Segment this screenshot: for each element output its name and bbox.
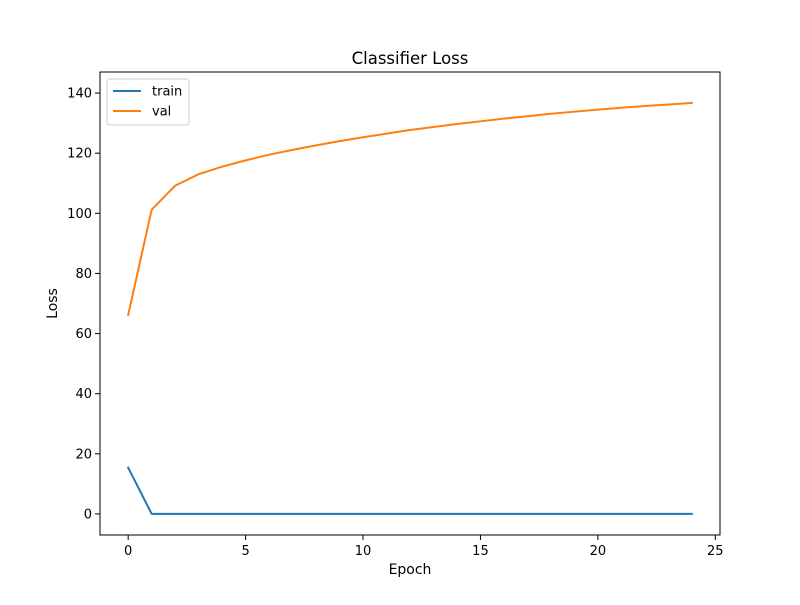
- series-line-val: [126, 101, 693, 317]
- y-tick-label: 120: [67, 147, 92, 162]
- x-tick-label: 25: [707, 544, 724, 559]
- y-tick-label: 100: [67, 207, 92, 222]
- series-line-train: [126, 466, 693, 515]
- y-tick-label: 60: [75, 327, 92, 342]
- y-tick-label: 40: [75, 387, 92, 402]
- legend-label-train: train: [152, 85, 182, 100]
- y-tick-label: 20: [75, 447, 92, 462]
- plot-frame: [99, 71, 721, 536]
- x-tick-label: 15: [472, 544, 489, 559]
- legend-label-val: val: [152, 105, 171, 120]
- y-axis-label: Loss: [45, 288, 61, 319]
- y-tick-label: 140: [67, 87, 92, 102]
- plot-lines: [126, 101, 693, 515]
- chart-title: Classifier Loss: [352, 49, 469, 68]
- x-tick-label: 0: [124, 544, 132, 559]
- y-axis: 0 20 40 60 80 100 120 140: [67, 87, 100, 522]
- y-tick-label: 0: [84, 507, 92, 522]
- x-axis-label: Epoch: [389, 562, 432, 578]
- x-tick-label: 20: [590, 544, 607, 559]
- y-tick-label: 80: [75, 267, 92, 282]
- x-axis: 0 5 10 15 20 25: [124, 535, 724, 559]
- legend: train val: [106, 78, 190, 126]
- x-tick-label: 10: [355, 544, 372, 559]
- x-tick-label: 5: [241, 544, 249, 559]
